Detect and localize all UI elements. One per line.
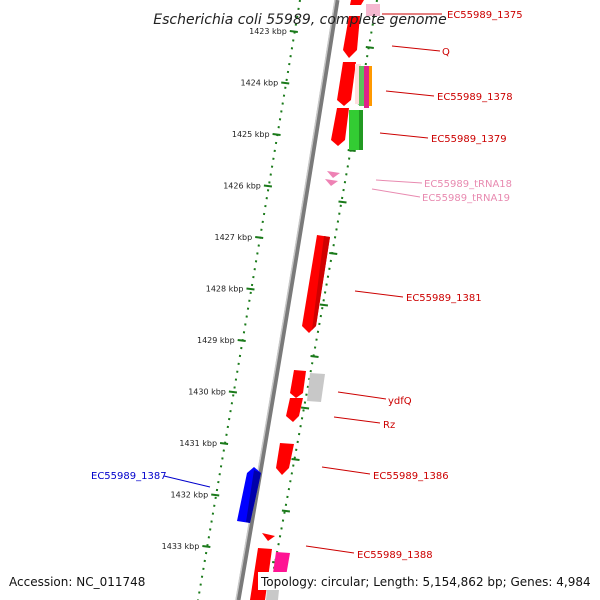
scale-tick-label: 1433 kbp (162, 542, 200, 551)
label-ec55989-1388[interactable]: EC55989_1388 (357, 550, 433, 561)
scale-tick-major-right (347, 149, 356, 152)
scale-tick-label: 1423 kbp (249, 27, 287, 36)
gene-ec55989-1378-magenta[interactable] (364, 66, 369, 108)
scale-tick-major-right (300, 406, 310, 410)
scale-ticks: 1423 kbp 1424 kbp 1425 kbp 1426 kbp 1427 kbp… (162, 27, 374, 564)
gene-ec55989-1379-green-dark[interactable] (359, 110, 363, 150)
label-rz[interactable]: Rz (383, 420, 395, 431)
scale-tick-major-right (329, 252, 338, 255)
gene-ec55989-1378-white[interactable] (355, 64, 361, 104)
scale-tick-major-right (291, 458, 300, 461)
gene-labels: EC55989_1375 Q EC55989_1378 EC55989_1379… (91, 10, 523, 561)
label-connectors (163, 13, 442, 554)
scale-ring-right (267, 0, 378, 600)
gene-ydfq[interactable] (290, 370, 306, 398)
scale-tick-major-right (319, 303, 329, 307)
genome-backbone (235, 0, 340, 600)
gene-rz[interactable] (286, 398, 303, 422)
scale-tick-major (281, 81, 290, 85)
label-ec55989-1379[interactable]: EC55989_1379 (431, 134, 507, 145)
accession-text: Accession: NC_011748 (9, 575, 145, 589)
scale-tick-major (211, 493, 220, 497)
gene-trna19[interactable] (325, 179, 338, 186)
topology-text: Topology: circular; Length: 5,154,862 bp… (260, 575, 591, 589)
scale-tick-label: 1430 kbp (188, 388, 226, 397)
scale-tick-major (255, 236, 264, 239)
scale-tick-major (237, 339, 246, 342)
label-q[interactable]: Q (442, 47, 450, 58)
scale-tick-label: 1429 kbp (197, 336, 235, 345)
scale-tick-major (202, 545, 211, 548)
scale-tick-label: 1424 kbp (241, 79, 279, 88)
scale-tick-label: 1431 kbp (179, 439, 217, 448)
scale-tick-major (272, 133, 281, 136)
scale-tick-major (246, 287, 255, 291)
label-ec55989-trna19[interactable]: EC55989_tRNA19 (422, 193, 510, 204)
gene-ec55989-1375-pink[interactable] (366, 4, 380, 16)
label-ec55989-1387[interactable]: EC55989_1387 (91, 471, 167, 482)
gene-ec55989-1378-red[interactable] (337, 62, 356, 106)
label-ec55989-1386[interactable]: EC55989_1386 (373, 471, 449, 482)
scale-tick-major-right (281, 509, 291, 513)
gene-ec55989-1378-green[interactable] (359, 66, 365, 106)
scale-ring-left (197, 0, 301, 600)
scale-tick-major (289, 30, 298, 33)
scale-tick-major (228, 390, 238, 394)
scale-tick-label: 1427 kbp (214, 233, 252, 242)
label-ydfq[interactable]: ydfQ (388, 396, 412, 407)
scale-tick-major-right (365, 46, 374, 49)
scale-tick-major-right (338, 200, 347, 204)
scale-tick-major-right (310, 355, 319, 358)
gene-ec55989-1379-red[interactable] (331, 108, 349, 146)
topology-background (258, 572, 594, 590)
label-ec55989-trna18[interactable]: EC55989_tRNA18 (424, 179, 512, 190)
scale-tick-label: 1428 kbp (206, 285, 244, 294)
label-ec55989-1381[interactable]: EC55989_1381 (406, 293, 482, 304)
gene-ec55989-1375[interactable] (350, 0, 364, 5)
gene-ec55989-1387-shade (246, 470, 261, 523)
scale-tick-label: 1425 kbp (232, 130, 270, 139)
map-title: Escherichia coli 55989, complete genome (153, 12, 446, 28)
gene-features (237, 0, 380, 600)
gene-q[interactable] (343, 16, 360, 58)
scale-tick-label: 1426 kbp (223, 182, 261, 191)
scale-tick-major (263, 184, 273, 188)
label-ec55989-1375[interactable]: EC55989_1375 (447, 10, 523, 21)
gene-ydfq-grey[interactable] (307, 373, 325, 402)
scale-tick-label: 1432 kbp (171, 491, 209, 500)
gene-trna18[interactable] (327, 171, 340, 178)
gene-ec55989-1381-shade (312, 236, 330, 330)
gene-ec55989-1378-orange[interactable] (369, 66, 372, 106)
label-ec55989-1378[interactable]: EC55989_1378 (437, 92, 513, 103)
scale-tick-major (219, 442, 229, 445)
gene-ec55989-1386[interactable] (276, 443, 294, 475)
gene-ec55989-1388-small[interactable] (262, 533, 275, 541)
